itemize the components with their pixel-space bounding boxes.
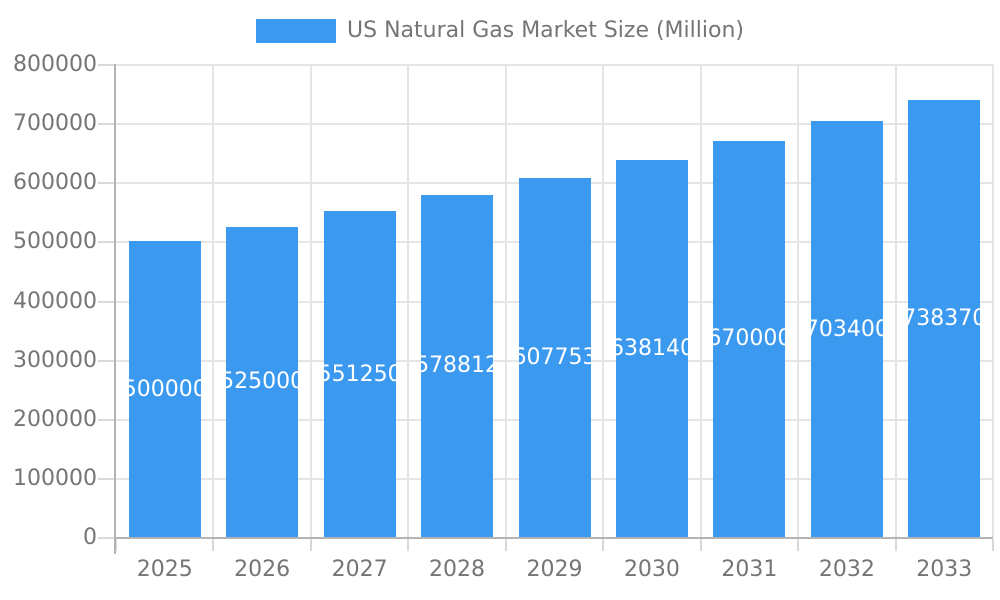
- bar-value-label: 525000: [226, 369, 299, 395]
- y-tick-label: 0: [83, 525, 97, 550]
- v-gridline: [992, 65, 994, 538]
- v-gridline: [504, 65, 507, 538]
- y-axis-tick: [98, 418, 116, 421]
- h-gridline: [116, 123, 993, 126]
- legend-label: US Natural Gas Market Size (Million): [347, 18, 744, 43]
- bar: 500000: [128, 241, 201, 537]
- bar-value-label: 551250: [323, 361, 396, 387]
- y-axis-tick: [98, 477, 116, 480]
- x-axis-tick: [992, 539, 994, 551]
- bar: 551250: [323, 211, 396, 537]
- x-axis-tick: [115, 539, 117, 551]
- y-tick-label: 500000: [13, 229, 97, 255]
- x-axis-tick: [309, 539, 312, 551]
- h-gridline: [116, 64, 993, 66]
- bar: 670000: [713, 140, 786, 537]
- bar: 703400: [810, 121, 883, 537]
- y-axis-tick: [98, 182, 116, 185]
- y-axis-tick: [98, 123, 116, 126]
- y-tick-label: 200000: [13, 406, 97, 432]
- y-tick-label: 700000: [13, 111, 97, 137]
- x-tick-label: 2030: [623, 557, 680, 582]
- x-tick-label: 2032: [818, 557, 875, 582]
- x-axis-tick: [504, 539, 507, 551]
- bar: 738370: [908, 100, 981, 537]
- y-axis-tick: [98, 300, 116, 303]
- legend: US Natural Gas Market Size (Million): [0, 18, 1000, 43]
- x-axis-tick: [894, 539, 897, 551]
- y-axis-tick: [98, 64, 116, 66]
- bar-value-label: 703400: [810, 316, 883, 342]
- x-tick-label: 2031: [721, 557, 778, 582]
- bar-value-label: 670000: [713, 326, 786, 352]
- y-tick-label: 100000: [13, 465, 97, 491]
- y-tick-label: 400000: [13, 288, 97, 314]
- v-gridline: [894, 65, 897, 538]
- v-gridline: [212, 65, 215, 538]
- v-gridline: [407, 65, 410, 538]
- bar: 607753: [518, 177, 591, 537]
- x-tick-label: 2027: [331, 557, 388, 582]
- y-tick-label: 800000: [13, 52, 97, 77]
- x-tick-label: 2028: [429, 557, 486, 582]
- x-axis-tick: [602, 539, 605, 551]
- x-axis-tick: [212, 539, 215, 551]
- v-gridline: [699, 65, 702, 538]
- x-axis-tick: [699, 539, 702, 551]
- v-gridline: [602, 65, 605, 538]
- bar-value-label: 638140: [615, 335, 688, 361]
- legend-swatch: [256, 18, 337, 43]
- bar-value-label: 738370: [908, 306, 981, 332]
- y-axis-tick: [98, 359, 116, 362]
- y-axis-line: [114, 64, 116, 554]
- x-tick-label: 2026: [234, 557, 291, 582]
- y-axis-tick: [98, 241, 116, 244]
- y-axis-tick: [98, 537, 116, 539]
- bar-value-label: 578812: [421, 353, 494, 379]
- x-tick-label: 2025: [136, 557, 193, 582]
- bar: 525000: [226, 226, 299, 537]
- x-tick-label: 2033: [916, 557, 973, 582]
- bar-value-label: 500000: [128, 376, 201, 402]
- bar: 578812: [421, 194, 494, 537]
- x-axis-line: [114, 537, 993, 539]
- x-tick-label: 2029: [526, 557, 583, 582]
- x-axis-tick: [797, 539, 800, 551]
- bar-value-label: 607753: [518, 344, 591, 370]
- x-axis-tick: [407, 539, 410, 551]
- y-tick-label: 600000: [13, 170, 97, 196]
- bar: 638140: [615, 159, 688, 537]
- y-tick-label: 300000: [13, 347, 97, 373]
- v-gridline: [797, 65, 800, 538]
- v-gridline: [309, 65, 312, 538]
